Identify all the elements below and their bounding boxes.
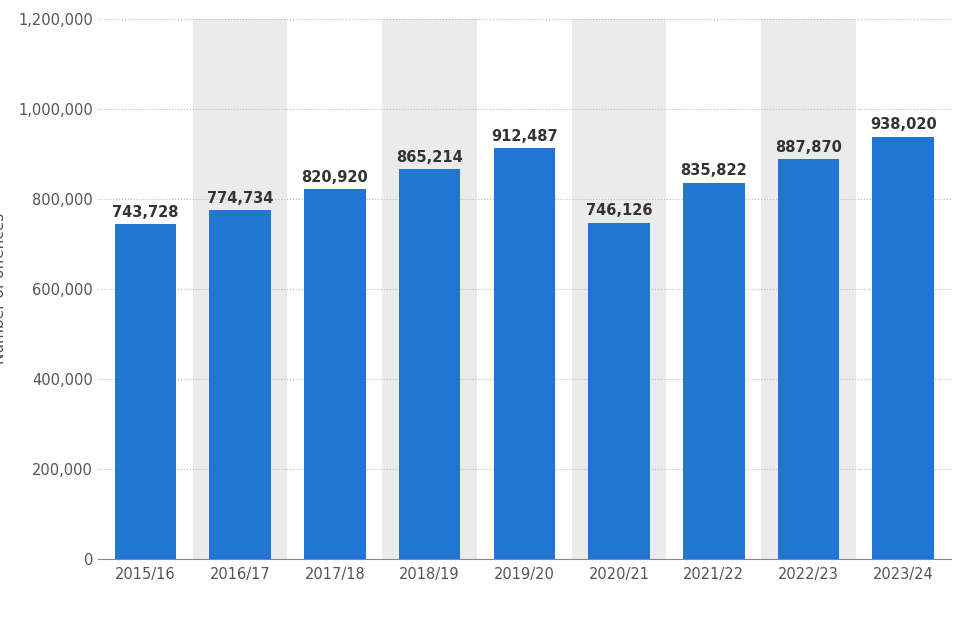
Bar	[210, 210, 270, 559]
Bar	[856, 19, 951, 559]
Bar	[683, 183, 745, 559]
Text: 774,734: 774,734	[207, 191, 273, 206]
Bar	[115, 224, 176, 559]
Bar	[588, 223, 650, 559]
Text: 743,728: 743,728	[112, 204, 178, 220]
Text: 912,487: 912,487	[491, 129, 558, 143]
Text: 938,020: 938,020	[870, 117, 937, 132]
Y-axis label: Number of offences: Number of offences	[0, 213, 7, 365]
Bar	[98, 19, 193, 559]
Bar	[872, 137, 934, 559]
Bar	[477, 19, 571, 559]
Bar	[382, 19, 477, 559]
Bar	[193, 19, 287, 559]
Bar	[287, 19, 382, 559]
Text: 835,822: 835,822	[680, 163, 747, 178]
Bar	[399, 170, 461, 559]
Text: 887,870: 887,870	[775, 140, 842, 155]
Bar	[494, 148, 555, 559]
Text: 865,214: 865,214	[396, 150, 463, 165]
Bar	[571, 19, 666, 559]
Text: 820,920: 820,920	[302, 170, 368, 185]
Bar	[666, 19, 761, 559]
Bar	[304, 189, 366, 559]
Bar	[778, 159, 839, 559]
Bar	[761, 19, 856, 559]
Text: 746,126: 746,126	[586, 204, 653, 219]
